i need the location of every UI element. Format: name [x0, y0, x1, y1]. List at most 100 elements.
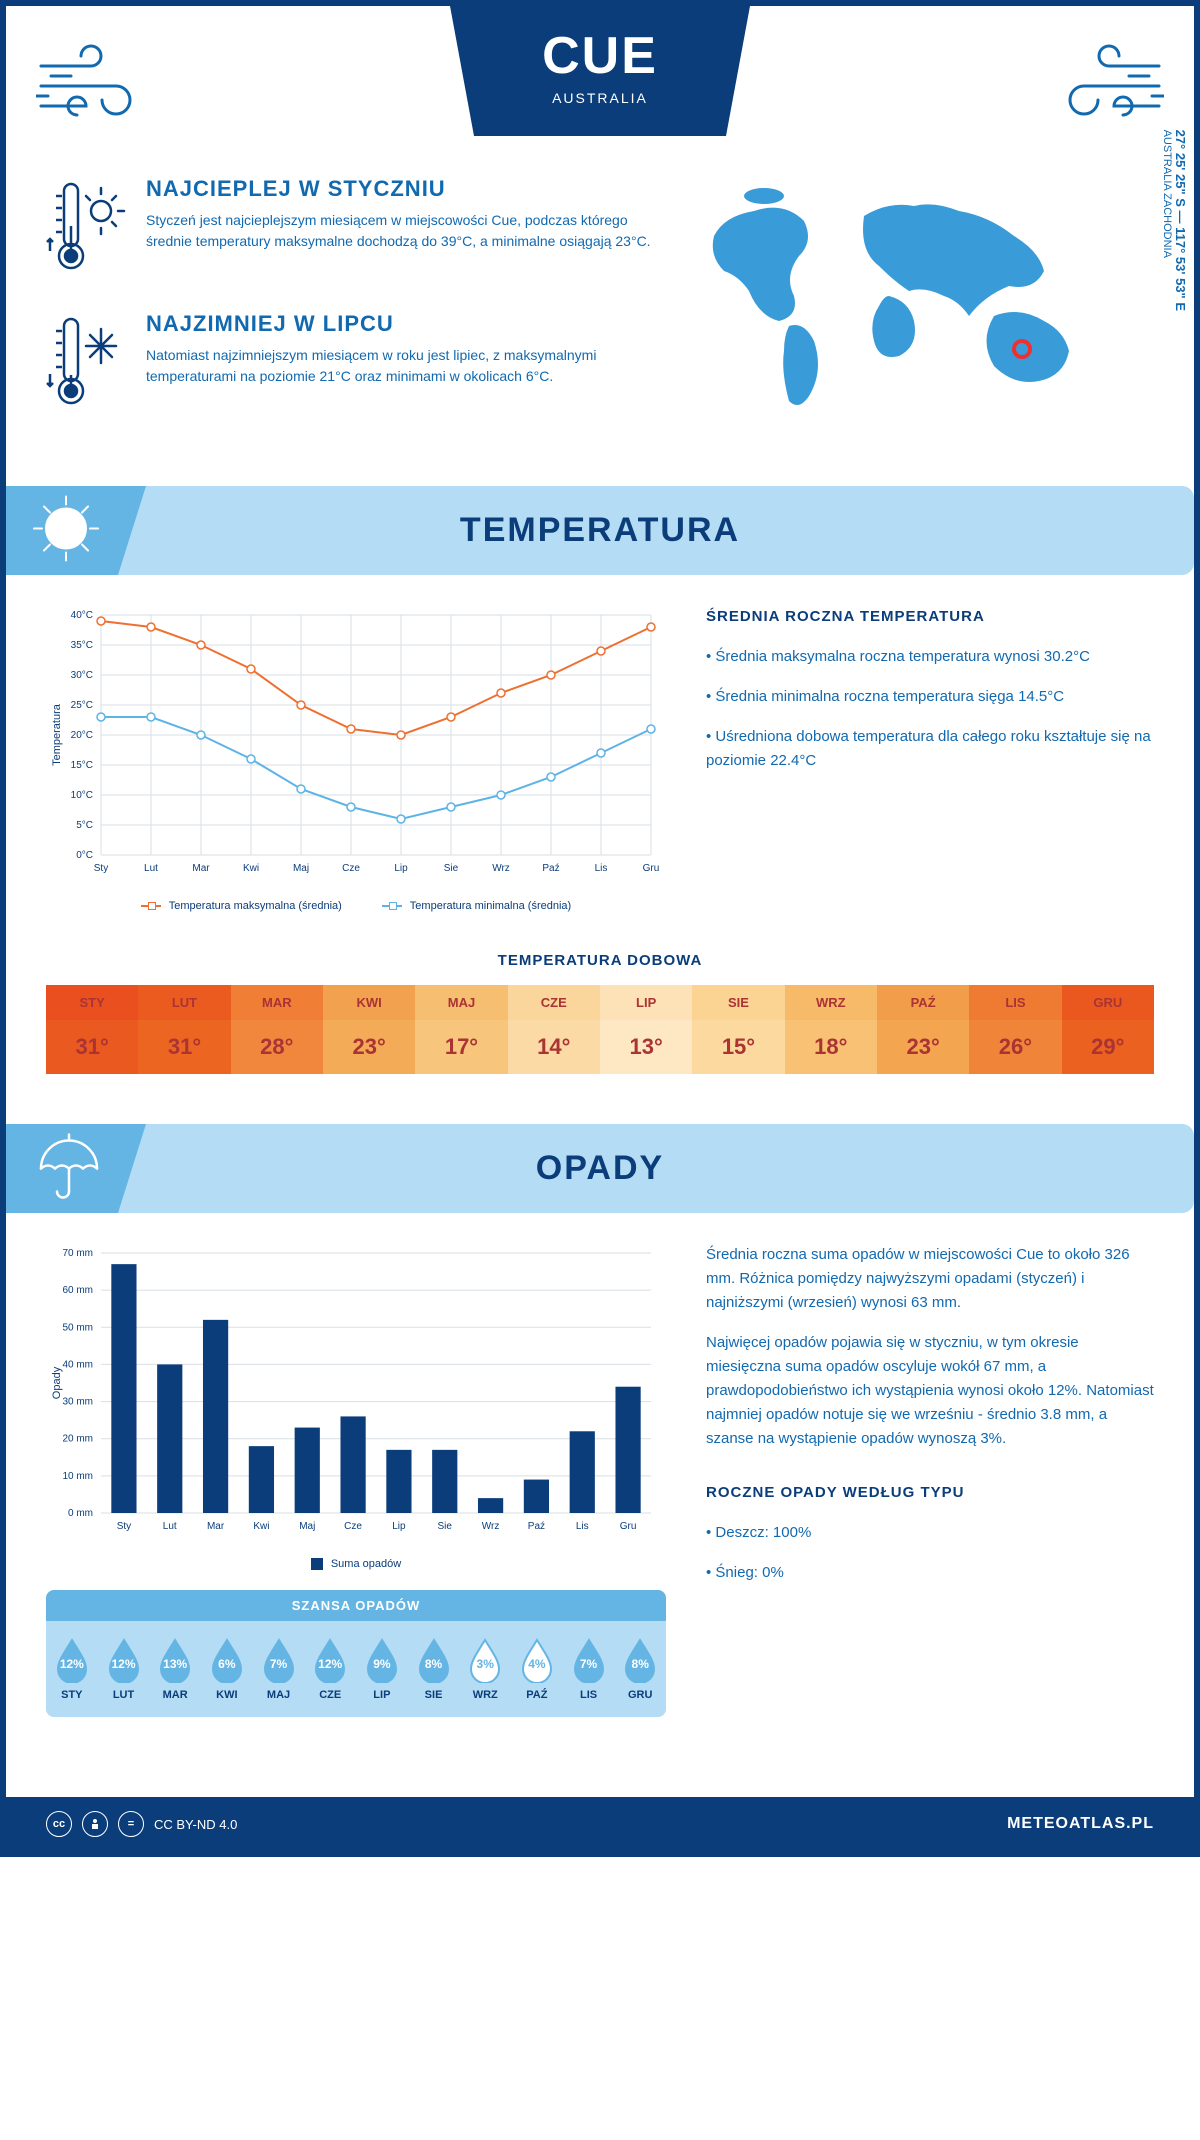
daily-temp-title: TEMPERATURA DOBOWA [46, 952, 1154, 969]
temperature-stats: ŚREDNIA ROCZNA TEMPERATURA • Średnia mak… [706, 605, 1154, 912]
svg-text:Paź: Paź [542, 863, 559, 874]
raindrop-icon: 7% [570, 1637, 608, 1683]
raindrop-icon: 12% [53, 1637, 91, 1683]
warmest-block: NAJCIEPLEJ W STYCZNIU Styczeń jest najci… [46, 176, 654, 281]
precipitation-chance: SZANSA OPADÓW 12% STY 12% LUT 13% MAR 6 [46, 1590, 666, 1717]
nd-icon: = [118, 1811, 144, 1837]
temp-table-col: WRZ 18° [785, 985, 877, 1074]
drop-col: 12% STY [46, 1637, 98, 1701]
drop-col: 9% LIP [356, 1637, 408, 1701]
raindrop-icon: 12% [105, 1637, 143, 1683]
svg-text:40 mm: 40 mm [62, 1359, 93, 1370]
drop-col: 7% MAJ [253, 1637, 305, 1701]
thermometer-cold-icon [46, 311, 126, 416]
svg-text:Lis: Lis [595, 863, 608, 874]
precipitation-text: Średnia roczna suma opadów w miejscowośc… [706, 1243, 1154, 1717]
raindrop-icon: 7% [260, 1637, 298, 1683]
svg-text:Cze: Cze [344, 1521, 362, 1532]
temperature-chart: 0°C 5°C 10°C 15°C 20°C 25°C 30°C 35°C 40°C Sty Lut… [46, 605, 666, 912]
svg-text:30 mm: 30 mm [62, 1397, 93, 1408]
svg-text:Gru: Gru [643, 863, 660, 874]
drop-col: 4% PAŹ [511, 1637, 563, 1701]
wind-icon [36, 36, 156, 131]
raindrop-icon: 8% [415, 1637, 453, 1683]
top-row: NAJCIEPLEJ W STYCZNIU Styczeń jest najci… [46, 176, 1154, 446]
footer: cc = CC BY-ND 4.0 METEOATLAS.PL [6, 1797, 1194, 1851]
svg-text:Cze: Cze [342, 863, 360, 874]
temperature-header: TEMPERATURA [6, 486, 1194, 575]
svg-text:70 mm: 70 mm [62, 1248, 93, 1259]
temp-table-col: MAR 28° [231, 985, 323, 1074]
svg-text:20°C: 20°C [71, 730, 93, 741]
umbrella-icon [26, 1126, 106, 1211]
svg-text:Gru: Gru [620, 1521, 637, 1532]
svg-text:Maj: Maj [293, 863, 309, 874]
svg-text:15°C: 15°C [71, 760, 93, 771]
temperature-legend: Temperatura maksymalna (średnia) Tempera… [46, 900, 666, 912]
drop-col: 8% SIE [408, 1637, 460, 1701]
svg-text:Maj: Maj [299, 1521, 315, 1532]
cc-icon: cc [46, 1811, 72, 1837]
coldest-text: Natomiast najzimniejszym miesiącem w rok… [146, 345, 654, 387]
raindrop-icon: 6% [208, 1637, 246, 1683]
svg-text:Sie: Sie [438, 1521, 453, 1532]
svg-text:30°C: 30°C [71, 670, 93, 681]
svg-text:Sty: Sty [117, 1521, 131, 1532]
svg-text:25°C: 25°C [71, 700, 93, 711]
temp-table-col: LIP 13° [600, 985, 692, 1074]
svg-text:Lip: Lip [392, 1521, 406, 1532]
drop-col: 12% CZE [304, 1637, 356, 1701]
temp-table-col: PAŹ 23° [877, 985, 969, 1074]
license-text: CC BY-ND 4.0 [154, 1817, 237, 1832]
svg-text:Sty: Sty [94, 863, 108, 874]
raindrop-icon: 12% [311, 1637, 349, 1683]
svg-text:60 mm: 60 mm [62, 1285, 93, 1296]
world-map: 27° 25' 25" S — 117° 53' 53" E AUSTRALIA… [694, 176, 1154, 446]
raindrop-icon: 4% [518, 1637, 556, 1683]
title-block: CUE AUSTRALIA [450, 6, 750, 136]
temp-table-col: MAJ 17° [415, 985, 507, 1074]
svg-text:5°C: 5°C [76, 820, 93, 831]
svg-text:Wrz: Wrz [482, 1521, 500, 1532]
coldest-title: NAJZIMNIEJ W LIPCU [146, 311, 654, 337]
svg-text:35°C: 35°C [71, 640, 93, 651]
svg-text:Opady: Opady [51, 1366, 63, 1399]
svg-text:0°C: 0°C [76, 850, 93, 861]
svg-text:Sie: Sie [444, 863, 459, 874]
raindrop-icon: 9% [363, 1637, 401, 1683]
svg-text:40°C: 40°C [71, 610, 93, 621]
svg-text:Temperatura: Temperatura [51, 703, 63, 766]
svg-text:20 mm: 20 mm [62, 1434, 93, 1445]
svg-text:Lis: Lis [576, 1521, 589, 1532]
svg-text:Lut: Lut [144, 863, 158, 874]
drop-col: 13% MAR [149, 1637, 201, 1701]
warmest-title: NAJCIEPLEJ W STYCZNIU [146, 176, 654, 202]
coordinates: 27° 25' 25" S — 117° 53' 53" E AUSTRALIA… [1161, 130, 1188, 311]
svg-text:Mar: Mar [207, 1521, 225, 1532]
svg-text:Wrz: Wrz [492, 863, 510, 874]
header: CUE AUSTRALIA [6, 6, 1194, 176]
coldest-block: NAJZIMNIEJ W LIPCU Natomiast najzimniejs… [46, 311, 654, 416]
raindrop-icon: 3% [466, 1637, 504, 1683]
temp-table-col: CZE 14° [508, 985, 600, 1074]
temp-table-col: KWI 23° [323, 985, 415, 1074]
drop-col: 7% LIS [563, 1637, 615, 1701]
svg-text:10°C: 10°C [71, 790, 93, 801]
svg-text:10 mm: 10 mm [62, 1471, 93, 1482]
svg-text:50 mm: 50 mm [62, 1322, 93, 1333]
svg-text:Mar: Mar [192, 863, 210, 874]
svg-text:Kwi: Kwi [243, 863, 259, 874]
drop-col: 6% KWI [201, 1637, 253, 1701]
page-subtitle: AUSTRALIA [450, 90, 750, 106]
raindrop-icon: 8% [621, 1637, 659, 1683]
drop-col: 12% LUT [98, 1637, 150, 1701]
precipitation-chart: 0 mm10 mm20 mm30 mm40 mm50 mm60 mm70 mmS… [46, 1243, 666, 1717]
page-title: CUE [450, 26, 750, 86]
temp-table-col: GRU 29° [1062, 985, 1154, 1074]
svg-text:Lip: Lip [394, 863, 408, 874]
by-icon [82, 1811, 108, 1837]
drop-col: 3% WRZ [459, 1637, 511, 1701]
raindrop-icon: 13% [156, 1637, 194, 1683]
location-marker-icon [1011, 338, 1033, 365]
temp-table-col: STY 31° [46, 985, 138, 1074]
